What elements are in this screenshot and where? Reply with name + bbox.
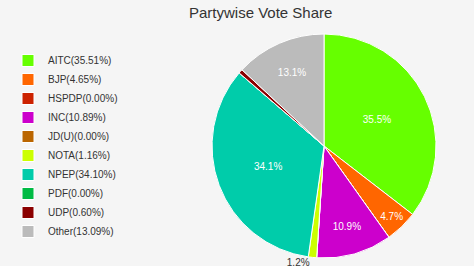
svg-text:4.7%: 4.7%	[380, 211, 403, 222]
svg-text:NPEP(34.10%): NPEP(34.10%)	[48, 169, 116, 180]
svg-text:10.9%: 10.9%	[333, 221, 361, 232]
svg-text:INC(10.89%): INC(10.89%)	[48, 112, 106, 123]
svg-text:PDF(0.00%): PDF(0.00%)	[48, 188, 103, 199]
svg-text:BJP(4.65%): BJP(4.65%)	[48, 74, 101, 85]
svg-text:HSPDP(0.00%): HSPDP(0.00%)	[48, 93, 117, 104]
svg-text:UDP(0.60%): UDP(0.60%)	[48, 207, 104, 218]
svg-text:Partywise Vote Share: Partywise Vote Share	[189, 4, 332, 21]
svg-text:Other(13.09%): Other(13.09%)	[48, 226, 114, 237]
svg-text:13.1%: 13.1%	[278, 67, 306, 78]
svg-text:NOTA(1.16%): NOTA(1.16%)	[48, 150, 110, 161]
svg-text:1.2%: 1.2%	[287, 257, 310, 266]
svg-text:34.1%: 34.1%	[254, 161, 282, 172]
svg-text:35.5%: 35.5%	[363, 114, 391, 125]
svg-text:JD(U)(0.00%): JD(U)(0.00%)	[48, 131, 109, 142]
svg-text:AITC(35.51%): AITC(35.51%)	[48, 55, 111, 66]
